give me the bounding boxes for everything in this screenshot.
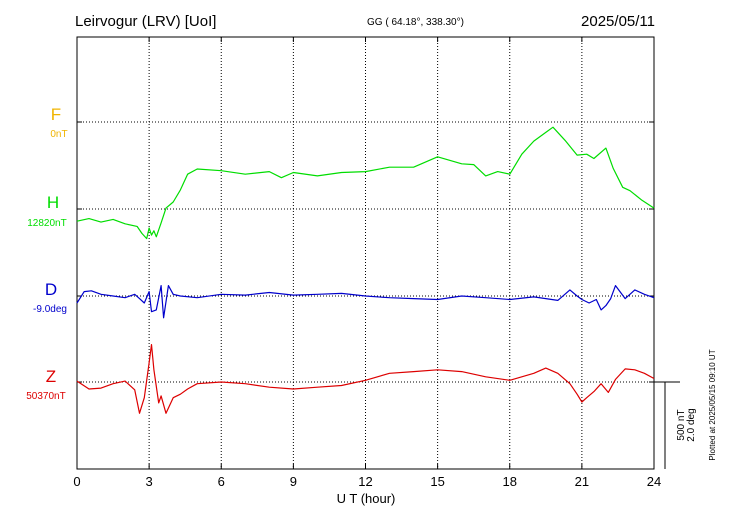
baseline-label-d: -9.0deg (33, 304, 67, 315)
x-tick-label: 6 (218, 474, 225, 489)
component-label-f: F (51, 105, 61, 124)
component-label-h: H (47, 193, 59, 212)
x-axis: 0 3 6 9 12 15 18 21 24 (73, 37, 661, 489)
x-tick-label: 18 (503, 474, 517, 489)
plotted-at-note: Plotted at 2025/05/15 09:10 UT (708, 349, 717, 460)
scale-bar: 500 nT 2.0 deg (654, 381, 697, 469)
x-tick-label: 9 (290, 474, 297, 489)
scale-bar-deg-label: 2.0 deg (686, 408, 697, 441)
x-tick-label: 24 (647, 474, 661, 489)
x-tick-label: 0 (73, 474, 80, 489)
component-labels: F 0nT H 12820nT D -9.0deg Z 50370nT (26, 105, 67, 402)
series-line-d (76, 285, 655, 319)
component-label-z: Z (46, 367, 56, 386)
plot-date: 2025/05/11 (581, 13, 655, 30)
series-line-h (76, 126, 655, 240)
x-axis-label: U T (hour) (337, 491, 396, 506)
baseline-label-f: 0nT (50, 129, 67, 140)
x-tick-label: 15 (430, 474, 444, 489)
station-title: Leirvogur (LRV) [UoI] (75, 13, 216, 30)
baseline-label-z: 50370nT (26, 391, 65, 402)
x-tick-label: 12 (358, 474, 372, 489)
series-line-z (76, 344, 655, 414)
baseline-label-h: 12820nT (27, 218, 66, 229)
grid (77, 37, 654, 469)
component-label-d: D (45, 280, 57, 299)
scale-bar-nt-label: 500 nT (676, 409, 687, 440)
data-series (76, 126, 655, 414)
x-tick-label: 21 (575, 474, 589, 489)
x-tick-label: 3 (146, 474, 153, 489)
station-coords: GG ( 64.18°, 338.30°) (367, 17, 464, 28)
